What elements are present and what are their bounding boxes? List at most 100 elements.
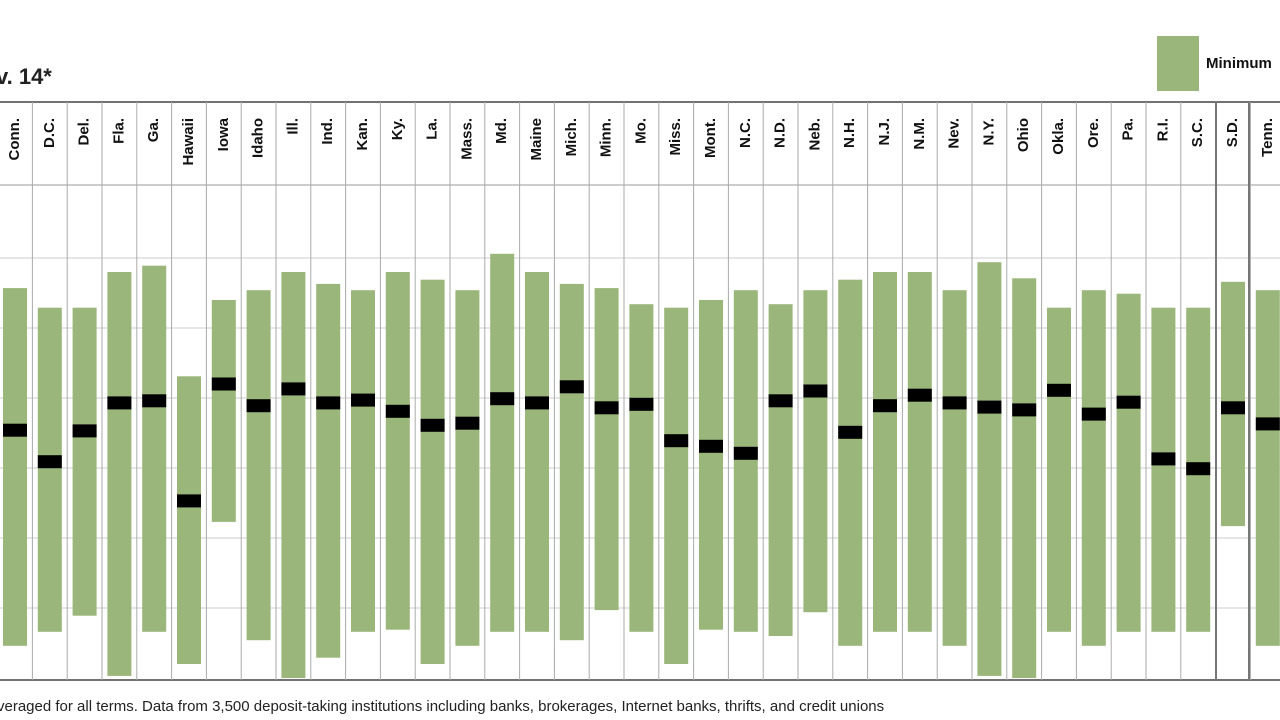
range-bar [733, 290, 758, 632]
average-marker [803, 384, 828, 398]
legend-label: Minimum [1206, 55, 1272, 72]
average-marker [873, 399, 897, 413]
range-bar [142, 265, 167, 632]
average-marker [733, 446, 758, 460]
x-tick-label: Neb. [806, 118, 823, 151]
range-bar [1255, 290, 1280, 646]
range-bar [873, 272, 897, 632]
range-bar [211, 300, 236, 522]
average-marker [455, 416, 480, 430]
x-tick-label: Nev. [946, 118, 963, 149]
x-tick-label: Del. [76, 118, 93, 146]
average-marker [211, 377, 236, 391]
range-bar [768, 304, 793, 636]
x-tick-label: N.C. [737, 118, 754, 148]
x-tick-label: Hawaii [180, 118, 197, 166]
range-bar [281, 272, 306, 678]
range-bar [316, 283, 341, 658]
x-tick-label: Conn. [6, 118, 23, 161]
range-bar [559, 283, 584, 641]
average-marker [838, 425, 863, 439]
average-marker [594, 401, 619, 415]
x-tick-label: N.D. [772, 118, 789, 148]
range-bar [664, 307, 689, 664]
average-marker [37, 455, 62, 469]
x-tick-label: Tenn. [1259, 118, 1276, 157]
range-bar [107, 272, 132, 676]
range-bar [699, 300, 723, 630]
range-bar [37, 307, 62, 632]
average-marker [1151, 452, 1176, 466]
average-marker [177, 494, 201, 508]
x-tick-label: Fla. [110, 118, 127, 144]
x-tick-label: N.H. [841, 118, 858, 148]
legend-swatch [1157, 36, 1199, 91]
average-marker [664, 434, 689, 448]
x-tick-label: Pa. [1120, 118, 1137, 141]
average-marker [1255, 417, 1280, 431]
range-bar [1047, 307, 1071, 632]
x-tick-label: N.J. [876, 118, 893, 146]
average-marker [1047, 383, 1071, 397]
x-tick-label: N.Y. [980, 118, 997, 146]
x-tick-label: N.M. [911, 118, 928, 150]
average-marker [1116, 395, 1141, 409]
average-marker [107, 396, 132, 410]
x-tick-label: Mo. [632, 118, 649, 144]
x-tick-label: Md. [493, 118, 510, 144]
range-bar [455, 290, 480, 646]
x-tick-label: La. [424, 118, 441, 140]
x-tick-label: Mass. [458, 118, 475, 160]
range-bar [1081, 290, 1106, 646]
average-marker [525, 396, 549, 410]
footnote: veraged for all terms. Data from 3,500 d… [0, 698, 884, 715]
average-marker [316, 396, 341, 410]
average-marker [907, 388, 932, 402]
chart-title: v. 14* [0, 64, 52, 89]
average-marker [768, 394, 793, 408]
x-tick-label: Ga. [145, 118, 162, 142]
average-marker [420, 418, 445, 432]
average-marker [977, 400, 1002, 414]
x-tick-label: Miss. [667, 118, 684, 156]
range-bar [838, 279, 863, 646]
range-bar [385, 272, 410, 630]
x-tick-label: Idaho [250, 118, 267, 158]
range-bar [1116, 293, 1141, 632]
average-marker [699, 439, 723, 453]
x-tick-label: Mont. [702, 118, 719, 158]
range-bar [977, 262, 1002, 676]
x-tick-label: Ind. [319, 118, 336, 145]
range-bar [490, 253, 515, 632]
x-tick-label: Mich. [563, 118, 580, 156]
average-marker [3, 423, 27, 437]
average-marker [942, 396, 967, 410]
average-marker [72, 424, 97, 438]
average-marker [629, 397, 654, 411]
average-marker [281, 382, 306, 396]
range-bar [246, 290, 271, 641]
x-tick-label: Kan. [354, 118, 371, 151]
range-bar [177, 376, 201, 664]
x-tick-label: Minn. [598, 118, 615, 157]
range-bar [3, 288, 27, 646]
x-tick-label: Ohio [1015, 118, 1032, 152]
range-bar [1151, 307, 1176, 632]
range-bar [942, 290, 967, 646]
x-tick-label: S.C. [1189, 118, 1206, 147]
x-tick-label: S.D. [1224, 118, 1241, 147]
range-bar [1012, 278, 1037, 678]
range-bar [420, 279, 445, 664]
average-marker [1012, 403, 1037, 417]
x-tick-label: D.C. [41, 118, 58, 148]
average-marker [1221, 401, 1245, 415]
range-bar [907, 272, 932, 632]
range-bar [525, 272, 549, 632]
range-bar [351, 290, 375, 632]
average-marker [1081, 407, 1106, 421]
x-tick-label: Ill. [284, 118, 301, 135]
average-marker [385, 404, 410, 418]
x-tick-label: Maine [528, 118, 545, 161]
